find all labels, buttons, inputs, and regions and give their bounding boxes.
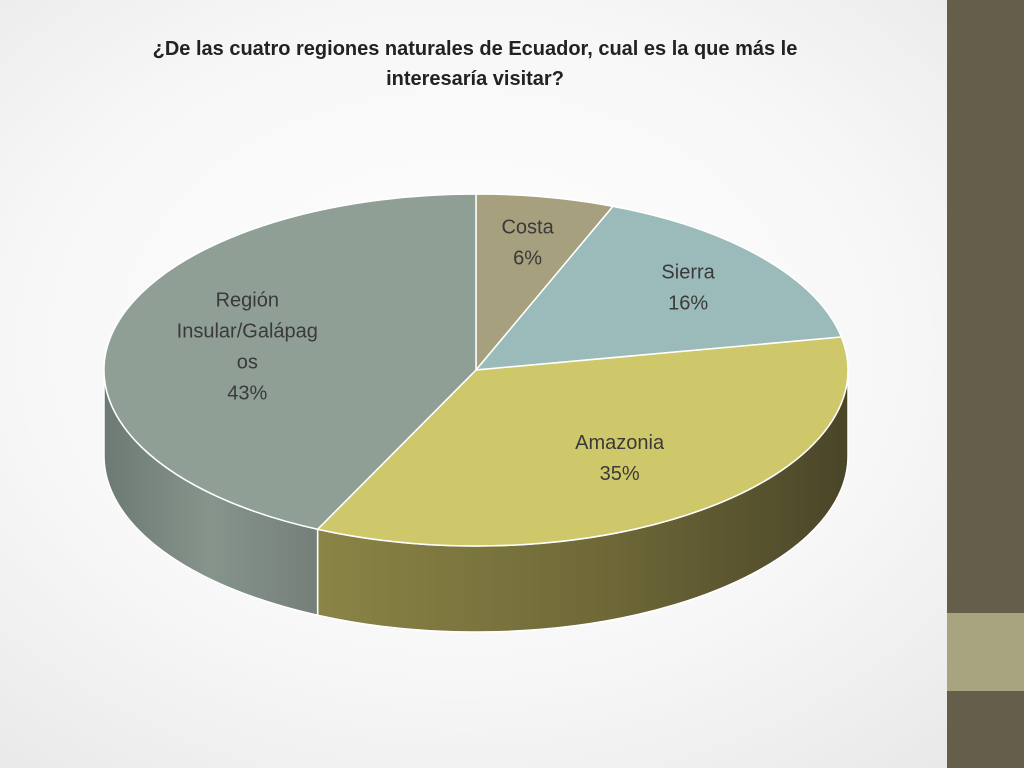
data-label-sierra: Sierra 16% — [661, 261, 715, 314]
pie-slice-costa — [475, 193, 615, 373]
pie-slice-region-insular-galapag-os — [103, 193, 477, 531]
pie-slice-sierra — [474, 205, 843, 371]
sidebar-accent-band — [947, 613, 1024, 691]
data-label-costa: Costa 6% — [501, 217, 554, 270]
chart-title: ¿De las cuatro regiones naturales de Ecu… — [152, 38, 798, 90]
data-label-amazonia: Amazonia 35% — [575, 432, 665, 485]
data-label-region-insular-galapag-os: Región Insular/Galápag os 43% — [177, 289, 318, 404]
pie-slice-amazonia — [316, 336, 849, 547]
